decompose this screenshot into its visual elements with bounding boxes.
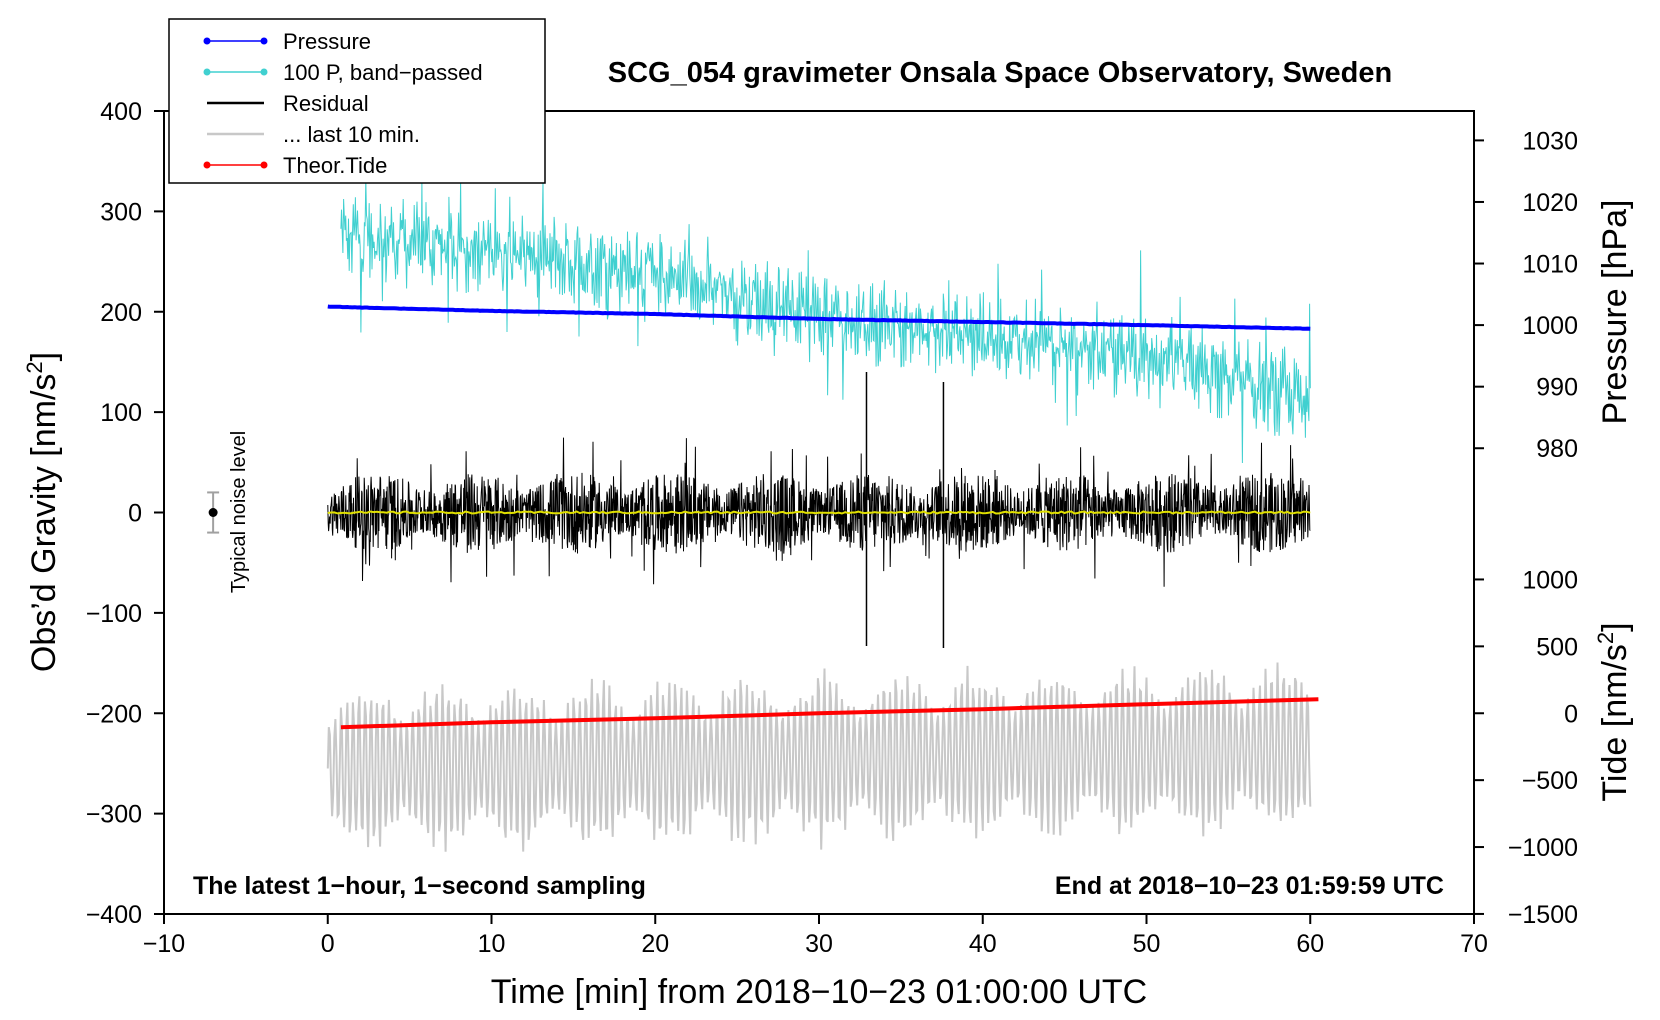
legend-label: Theor.Tide xyxy=(283,153,387,178)
legend-swatch-dot xyxy=(203,161,211,169)
legend-label: 100 P, band−passed xyxy=(283,60,483,85)
pressure-tick-label: 1020 xyxy=(1522,189,1578,217)
y-axis-title-close: ] xyxy=(25,352,63,361)
pressure-tick-label: 1030 xyxy=(1522,127,1578,155)
x-tick-label: 70 xyxy=(1460,930,1488,958)
y-tick-label: −100 xyxy=(86,600,142,628)
residual-series xyxy=(327,371,1311,649)
y-axis-ticks: −400 −300 −200 −100 0 100 200 300 400 xyxy=(86,98,164,929)
noise-level-point xyxy=(208,508,218,517)
tide-axis-title-text: Tide [nm/s xyxy=(1596,644,1634,801)
y-tick-label: 300 xyxy=(100,198,142,226)
pressure-axis-ticks: 980 990 1000 1010 1020 1030 xyxy=(1474,127,1578,463)
legend-swatch-dot xyxy=(260,37,268,45)
y-tick-label: 200 xyxy=(100,299,142,327)
noise-level-marker xyxy=(207,491,220,534)
y-tick-label: 400 xyxy=(100,98,142,126)
x-tick-label: 40 xyxy=(969,930,997,958)
y-tick-label: −400 xyxy=(86,901,142,929)
pressure-line xyxy=(327,304,1311,331)
legend-label: ... last 10 min. xyxy=(283,122,420,147)
legend-label: Residual xyxy=(283,91,369,116)
x-tick-label: 10 xyxy=(478,930,506,958)
band-passed-pressure-series xyxy=(340,179,1311,464)
x-tick-label: 20 xyxy=(641,930,669,958)
tide-tick-label: 0 xyxy=(1564,700,1578,728)
last-10-min-line xyxy=(326,662,1312,852)
theoretical-tide-line xyxy=(340,697,1319,730)
pressure-series xyxy=(327,304,1311,331)
tide-axis-ticks: −1500 −1000 −500 0 500 1000 xyxy=(1474,566,1578,929)
y-tick-label: −200 xyxy=(86,700,142,728)
tide-tick-label: −1000 xyxy=(1508,834,1578,862)
y-tick-label: 0 xyxy=(128,500,142,528)
legend-label: Pressure xyxy=(283,29,371,54)
chart-title: SCG_054 gravimeter Onsala Space Observat… xyxy=(608,57,1392,89)
x-tick-label: 60 xyxy=(1296,930,1324,958)
pressure-tick-label: 990 xyxy=(1536,374,1578,402)
residual-smoothed-series xyxy=(327,510,1311,515)
theoretical-tide-series xyxy=(340,697,1319,730)
band-passed-pressure-line xyxy=(340,179,1311,464)
residual-line xyxy=(327,437,1311,587)
pressure-axis-title: Pressure [hPa] xyxy=(1596,200,1634,425)
y-axis-title-text: Obs’d Gravity [nm/s xyxy=(25,374,63,673)
legend-swatch-dot xyxy=(260,68,268,76)
y-tick-label: −300 xyxy=(86,801,142,829)
x-tick-label: 30 xyxy=(805,930,833,958)
tide-axis-title-close: ] xyxy=(1596,622,1634,631)
y-tick-label: 100 xyxy=(100,399,142,427)
tide-tick-label: 1000 xyxy=(1522,566,1578,594)
pressure-tick-label: 1010 xyxy=(1522,251,1578,279)
tide-axis-title: Tide [nm/s2] xyxy=(1593,622,1634,801)
y-axis-title-superscript: 2 xyxy=(22,361,47,373)
tide-axis-title-superscript: 2 xyxy=(1593,632,1618,644)
x-tick-label: 0 xyxy=(321,930,335,958)
legend-swatch-dot xyxy=(203,37,211,45)
tide-tick-label: −500 xyxy=(1522,767,1578,795)
x-tick-label: −10 xyxy=(143,930,185,958)
tide-tick-label: 500 xyxy=(1536,633,1578,661)
legend-swatch-dot xyxy=(260,161,268,169)
legend-swatch-dot xyxy=(203,68,211,76)
noise-level-label: Typical noise level xyxy=(228,431,250,593)
y-axis-title: Obs’d Gravity [nm/s2] xyxy=(22,352,63,672)
residual-smoothed-line xyxy=(327,510,1311,515)
x-tick-label: 50 xyxy=(1133,930,1161,958)
x-axis-title: Time [min] from 2018−10−23 01:00:00 UTC xyxy=(491,973,1147,1011)
end-time-annotation: End at 2018−10−23 01:59:59 UTC xyxy=(1055,872,1444,900)
sampling-annotation: The latest 1−hour, 1−second sampling xyxy=(193,872,646,900)
tide-tick-label: −1500 xyxy=(1508,901,1578,929)
legend-entries: Pressure 100 P, band−passed Residual ... la… xyxy=(203,29,483,178)
pressure-tick-label: 980 xyxy=(1536,435,1578,463)
pressure-tick-label: 1000 xyxy=(1522,312,1578,340)
last-10-min-series xyxy=(326,662,1312,852)
legend-box xyxy=(168,18,546,184)
x-axis-ticks: −10 0 10 20 30 40 50 60 70 xyxy=(143,914,1488,958)
legend: Pressure 100 P, band−passed Residual ... la… xyxy=(168,18,546,184)
